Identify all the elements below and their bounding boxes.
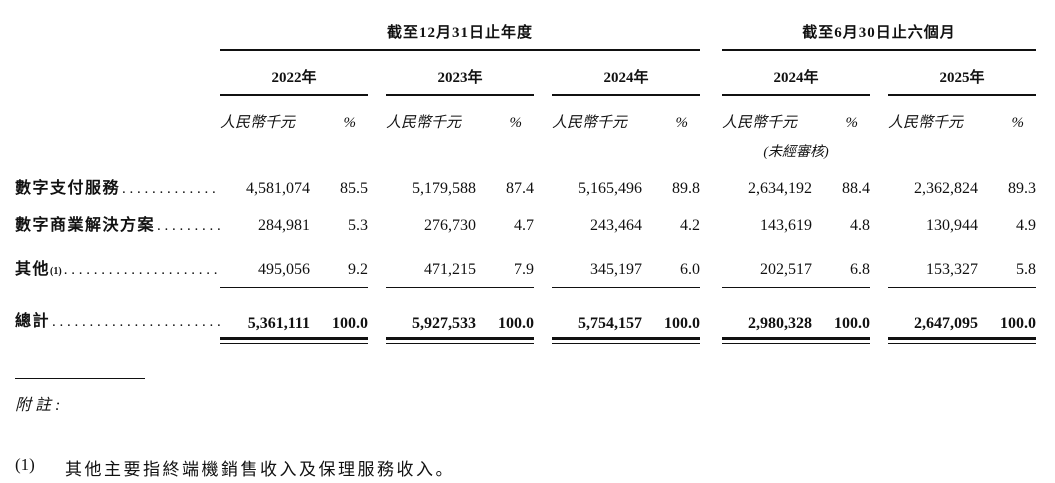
revenue-by-segment-table: 截至12月31日止年度 截至6月30日止六個月 2022年 2023年 2024… (15, 10, 1037, 344)
unit-label: 人民幣千元 (888, 115, 964, 131)
total-amount-value: 5,754,157 (552, 315, 642, 344)
unit-label: 人民幣千元 (552, 115, 628, 131)
unit-label: 人民幣千元 (386, 115, 462, 131)
total-percent-value: 100.0 (310, 315, 368, 344)
total-percent-value: 100.0 (978, 315, 1037, 344)
percent-value: 5.3 (348, 217, 368, 234)
year-header-row: 2022年 2023年 2024年 2024年 2025年 (15, 50, 1037, 96)
total-amount-value: 5,361,111 (220, 315, 310, 344)
notes-heading: 附註: (15, 397, 65, 414)
year-header-col5: 2025年 (888, 50, 1037, 96)
table-row-digital-commerce: 數字商業解決方案 284,981 5.3 276,730 4.7 243,464… (15, 206, 1036, 243)
percent-value: 87.4 (506, 180, 534, 197)
amount-value: 130,944 (926, 217, 979, 234)
amount-value: 495,056 (220, 243, 310, 288)
total-amount-value: 5,927,533 (386, 315, 476, 344)
row-label-digital-payment: 數字支付服務 (15, 174, 220, 206)
unaudited-row: (未經審核) (15, 135, 1036, 162)
footnote-text: 其他主要指終端機銷售收入及保理服務收入。 (65, 460, 455, 479)
year-header-col3: 2024年 (552, 50, 701, 96)
year-header-col4: 2024年 (722, 50, 871, 96)
footnote-marker-sup: (1) (50, 266, 62, 277)
dot-leader (122, 180, 220, 198)
percent-value: 4.7 (514, 217, 534, 234)
amount-value: 202,517 (722, 243, 813, 288)
dot-leader (157, 217, 220, 235)
percent-value: 5.8 (978, 243, 1037, 288)
percent-value: 4.8 (850, 217, 871, 234)
table-row-digital-payment: 數字支付服務 4,581,074 85.5 5,179,588 87.4 5,1… (15, 162, 1036, 206)
period-header-row: 截至12月31日止年度 截至6月30日止六個月 (15, 10, 1037, 51)
percent-label: % (845, 115, 859, 131)
unit-header-row: 人民幣千元 % 人民幣千元 % 人民幣千元 % 人民幣千元 % 人民幣千元 % (15, 95, 1036, 135)
table-row-others: 其他(1) 495,056 9.2 471,215 7.9 345,197 6.… (15, 243, 1037, 288)
percent-value: 7.9 (476, 243, 534, 288)
amount-value: 153,327 (888, 243, 979, 288)
percent-value: 4.9 (1016, 217, 1037, 234)
row-label-total: 總計 (15, 307, 220, 340)
total-percent-value: 100.0 (642, 315, 701, 344)
total-amount-value: 2,980,328 (722, 315, 813, 344)
footnote-divider (15, 378, 145, 379)
percent-value: 89.3 (1008, 180, 1037, 197)
percent-value: 4.2 (680, 217, 701, 234)
percent-label: % (675, 115, 689, 131)
period-header-annual: 截至12月31日止年度 (220, 10, 701, 51)
unaudited-note: (未經審核) (763, 145, 829, 160)
amount-value: 143,619 (760, 217, 813, 234)
amount-value: 2,362,824 (914, 180, 979, 197)
amount-value: 345,197 (552, 243, 642, 288)
unit-label: 人民幣千元 (220, 115, 296, 131)
row-label-digital-commerce: 數字商業解決方案 (15, 211, 220, 243)
percent-value: 88.4 (842, 180, 871, 197)
amount-value: 276,730 (424, 217, 476, 234)
percent-value: 89.8 (672, 180, 701, 197)
year-header-col2: 2023年 (386, 50, 534, 96)
percent-value: 85.5 (340, 180, 368, 197)
row-label-others: 其他 (1) (15, 255, 220, 287)
total-percent-value: 100.0 (476, 315, 534, 344)
total-amount-value: 2,647,095 (888, 315, 979, 344)
dot-leader (52, 313, 220, 331)
footnote-marker: (1) (15, 455, 35, 474)
percent-value: 6.8 (812, 243, 871, 288)
percent-label: % (1011, 115, 1025, 131)
amount-value: 471,215 (386, 243, 476, 288)
dot-leader (64, 261, 220, 279)
amount-value: 284,981 (258, 217, 310, 234)
amount-value: 5,165,496 (578, 180, 642, 197)
total-percent-value: 100.0 (812, 315, 871, 344)
percent-label: % (509, 115, 523, 131)
percent-label: % (343, 115, 357, 131)
footnote-1: (1) 其他主要指終端機銷售收入及保理服務收入。 (15, 455, 1055, 480)
year-header-col1: 2022年 (220, 50, 368, 96)
amount-value: 243,464 (590, 217, 642, 234)
table-row-total: 總計 5,361,111 100.0 5,927,533 100.0 5,754… (15, 287, 1037, 344)
amount-value: 4,581,074 (246, 180, 310, 197)
period-header-interim: 截至6月30日止六個月 (722, 10, 1037, 51)
percent-value: 6.0 (642, 243, 701, 288)
unit-label: 人民幣千元 (722, 115, 798, 131)
percent-value: 9.2 (310, 243, 368, 288)
amount-value: 2,634,192 (748, 180, 813, 197)
amount-value: 5,179,588 (412, 180, 476, 197)
